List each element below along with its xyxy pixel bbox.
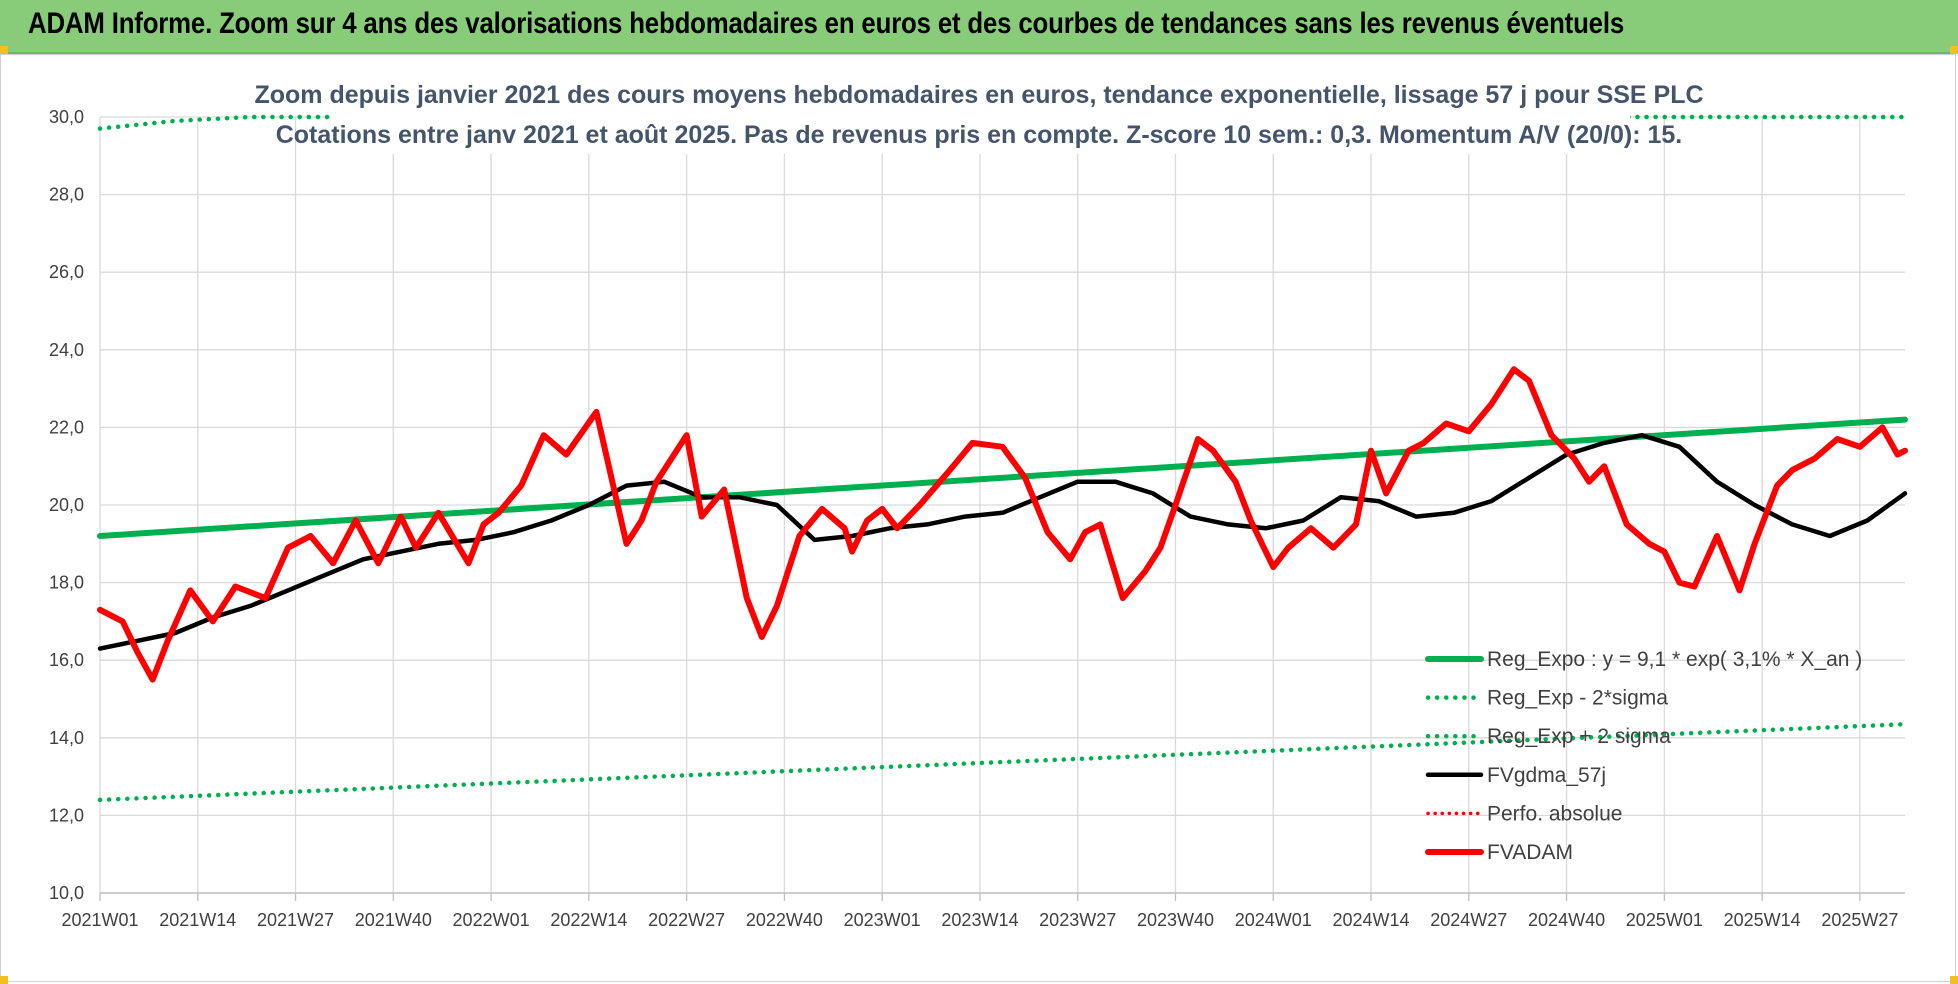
chart-frame	[0, 54, 1956, 982]
subtitle-background	[330, 72, 1630, 154]
y-tick-label: 10,0	[49, 883, 84, 903]
y-tick-label: 14,0	[49, 728, 84, 748]
x-tick-label: 2021W27	[257, 910, 334, 930]
page-title: ADAM Informe. Zoom sur 4 ans des valoris…	[28, 7, 1625, 40]
resize-handle-bottom-right[interactable]	[1950, 976, 1958, 984]
axes: 10,0 12,0 14,0 16,0 18,0 20,0 22,0 24,0 26,0 28,0…	[49, 107, 1905, 930]
chart-subtitle-line-2: Cotations entre janv 2021 et août 2025. …	[276, 121, 1683, 149]
x-tick-label: 2023W40	[1137, 910, 1214, 930]
x-tick-label: 2021W01	[61, 910, 138, 930]
x-tick-label: 2021W14	[159, 910, 236, 930]
y-tick-label: 30,0	[49, 107, 84, 127]
x-tick-label: 2023W14	[941, 910, 1018, 930]
y-tick-label: 24,0	[49, 340, 84, 360]
x-tick-label: 2022W14	[550, 910, 627, 930]
series-fvadam	[97, 366, 1908, 683]
resize-handle-top-right[interactable]	[1950, 46, 1958, 54]
series-layer	[97, 72, 1908, 803]
chart-subtitle: Zoom depuis janvier 2021 des cours moyen…	[254, 81, 1703, 149]
header-bar: ADAM Informe. Zoom sur 4 ans des valoris…	[0, 0, 1958, 54]
legend-label: Perfo. absolue	[1487, 802, 1622, 825]
x-tick-label: 2025W01	[1626, 910, 1703, 930]
resize-handle-bottom-left[interactable]	[0, 976, 8, 984]
x-tick-label: 2024W01	[1235, 910, 1312, 930]
grid-lines	[99, 116, 1905, 894]
x-tick-label: 2024W40	[1528, 910, 1605, 930]
x-tick-label: 2025W14	[1724, 910, 1801, 930]
y-tick-label: 12,0	[49, 805, 84, 825]
y-tick-label: 26,0	[49, 262, 84, 282]
x-tick-label: 2024W14	[1332, 910, 1409, 930]
y-tick-label: 20,0	[49, 495, 84, 515]
series-fvgdma-57j	[97, 432, 1908, 651]
x-tick-label: 2022W01	[453, 910, 530, 930]
x-tick-label: 2023W01	[844, 910, 921, 930]
y-tick-label: 16,0	[49, 650, 84, 670]
legend-label: Reg_Exp + 2 sigma	[1487, 725, 1671, 748]
resize-handle-top-left[interactable]	[0, 46, 8, 54]
y-tick-label: 22,0	[49, 417, 84, 437]
x-tick-label: 2022W40	[746, 910, 823, 930]
legend-label: Reg_Exp - 2*sigma	[1487, 687, 1668, 710]
chart-subtitle-line-1: Zoom depuis janvier 2021 des cours moyen…	[254, 81, 1703, 109]
x-tick-label: 2025W27	[1821, 910, 1898, 930]
x-tick-label: 2021W40	[355, 910, 432, 930]
series-reg-exp-minus-2sigma	[97, 721, 1908, 803]
y-tick-label: 28,0	[49, 185, 84, 205]
x-tick-label: 2022W27	[648, 910, 725, 930]
legend-label: Reg_Expo : y = 9,1 * exp( 3,1% * X_an )	[1487, 648, 1862, 671]
legend-label: FVADAM	[1487, 841, 1573, 864]
legend-label: FVgdma_57j	[1487, 764, 1606, 787]
legend: Reg_Expo : y = 9,1 * exp( 3,1% * X_an ) R…	[1425, 648, 1862, 864]
y-tick-label: 18,0	[49, 573, 84, 593]
x-tick-label: 2023W27	[1039, 910, 1116, 930]
x-tick-label: 2024W27	[1430, 910, 1507, 930]
